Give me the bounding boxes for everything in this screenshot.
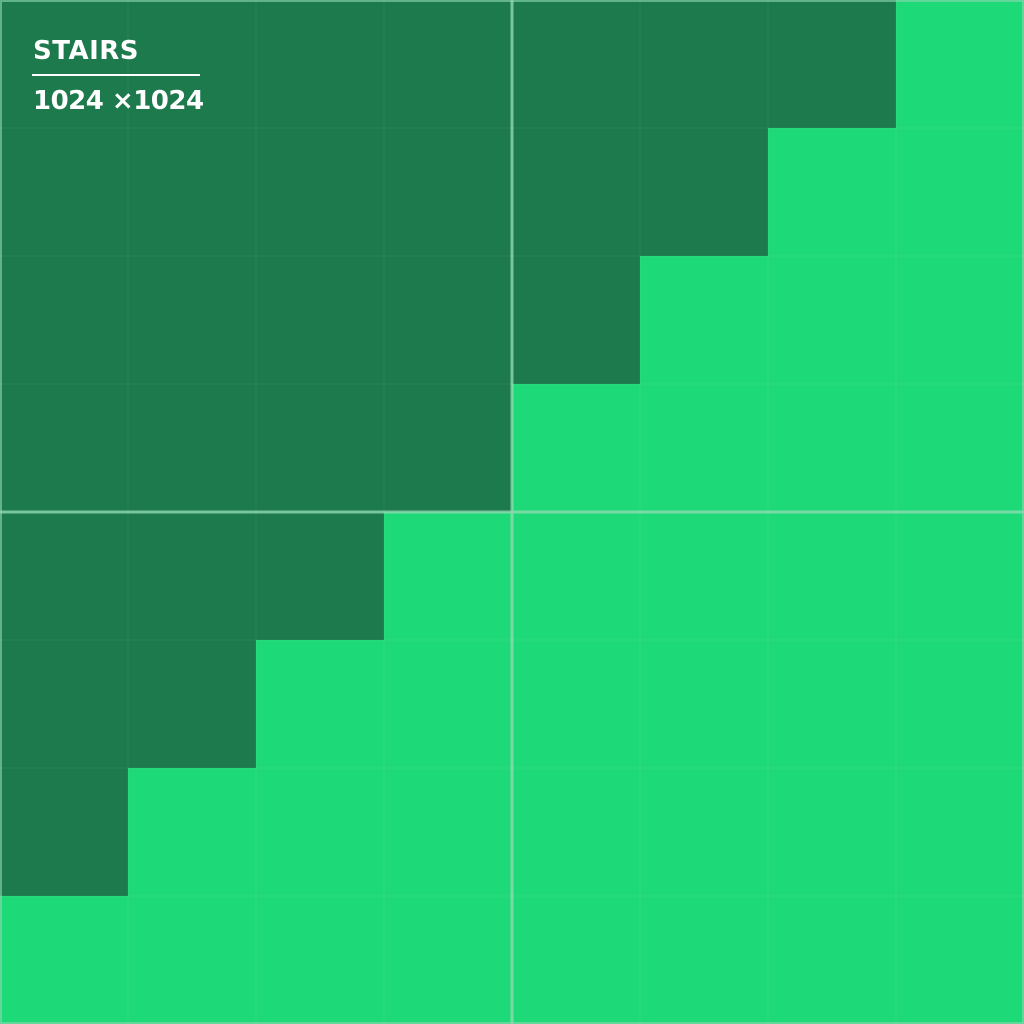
diagram-title: STAIRS (33, 36, 139, 66)
title-divider (32, 74, 200, 76)
size-label: 1024 ×1024 (33, 86, 204, 116)
